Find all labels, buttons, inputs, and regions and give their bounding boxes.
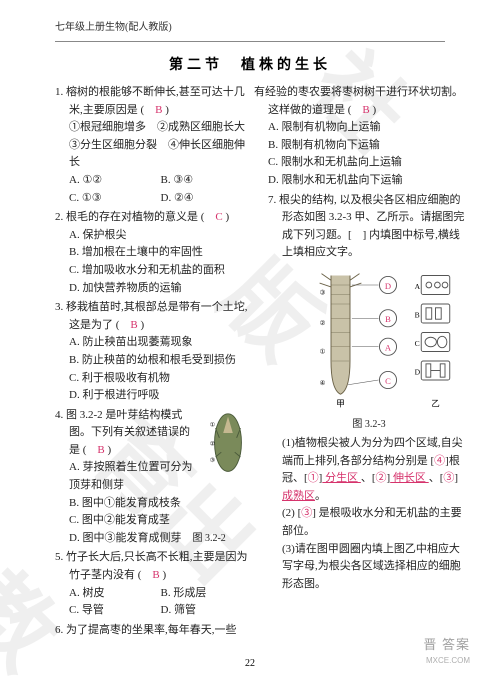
page-header: 七年级上册生物(配人教版) <box>0 0 500 39</box>
q6-stem-end: ) <box>370 104 376 116</box>
q5-stem-end: ) <box>160 569 166 581</box>
svg-text:①: ① <box>320 347 326 355</box>
q3-stem-end: ) <box>138 319 144 331</box>
q1-stem-end: ) <box>163 104 169 116</box>
q3-opt-b: B. 防止秧苗的幼根和根毛受到损伤 <box>55 352 252 370</box>
q7-stem: 7. 根尖的结构, 以及根尖各区相应细胞的形态如图 3.2-3 甲、乙所示。请据… <box>268 192 470 262</box>
question-7: 7. 根尖的结构, 以及根尖各区相应细胞的形态如图 3.2-3 甲、乙所示。请据… <box>268 192 470 594</box>
q6-opt-d: D. 限制水和无机盐向下运输 <box>268 172 470 190</box>
question-3: 3. 移栽植苗时,其根部总是带有一个土坨,这是为了 ( B ) A. 防止秧苗出… <box>55 299 252 405</box>
q2-stem-end: ) <box>223 211 229 223</box>
q1-cond1: ①根冠细胞增多 ②成熟区细胞长大 <box>55 119 252 137</box>
q1-opt-a: A. ①② <box>69 172 161 190</box>
q3-answer: B <box>130 319 137 331</box>
question-6-start: 6. 为了提高枣的坐果率,每年春天,一些 <box>55 622 252 640</box>
q7-sub1: (1)植物根尖被人为分为四个区域,自尖端而上排列,各部分结构分别是 [④]根冠、… <box>268 435 470 505</box>
q5-opt-b: B. 形成层 <box>161 585 253 603</box>
svg-text:C: C <box>415 339 420 348</box>
brand-url: MXCE.COM <box>426 656 470 665</box>
svg-text:①: ① <box>210 421 215 428</box>
svg-text:B: B <box>415 310 420 319</box>
header-underline <box>55 41 445 42</box>
q2-stem: 2. 根毛的存在对植物的意义是 ( <box>55 211 215 223</box>
fig-3-2-2-caption: 图 3.2-2 <box>192 533 225 544</box>
q1-stem: 1. 榕树的根能够不断伸长,甚至可达十几米,主要原因是 ( <box>55 86 245 116</box>
q4-answer: B <box>97 444 104 456</box>
svg-text:B: B <box>385 314 391 324</box>
question-2: 2. 根毛的存在对植物的意义是 ( C ) A. 保护根尖 B. 增加根在土壤中… <box>55 209 252 297</box>
column-right: 有经验的枣农要将枣树树干进行环状切割。这样做的道理是 ( B ) A. 限制有机… <box>260 84 470 641</box>
q3-opt-d: D. 利于根进行呼吸 <box>55 387 252 405</box>
q5-opt-d: D. 筛管 <box>161 602 253 620</box>
q5-opt-a: A. 树皮 <box>69 585 161 603</box>
svg-text:②: ② <box>320 319 326 327</box>
column-left: 1. 榕树的根能够不断伸长,甚至可达十几米,主要原因是 ( B ) ①根冠细胞增… <box>55 84 260 641</box>
svg-text:③: ③ <box>210 456 215 463</box>
q6-opt-c: C. 限制水和无机盐向上运输 <box>268 154 470 172</box>
q4-opt-b: B. 图中①能发育成枝条 <box>55 495 252 513</box>
page-number: 22 <box>0 658 500 669</box>
q2-answer: C <box>215 211 222 223</box>
q4-stem: 4. 图 3.2-2 是叶芽结构模式图。下列有关叙述错误的是 ( <box>55 409 190 456</box>
q3-opt-a: A. 防止秧苗出现萎蔫现象 <box>55 334 252 352</box>
q4-opt-c: C. 图中②能发育成茎 <box>55 512 252 530</box>
q1-cond2: ③分生区细胞分裂 ④伸长区细胞伸长 <box>55 137 252 172</box>
svg-text:④: ④ <box>320 379 326 387</box>
q3-stem: 3. 移栽植苗时,其根部总是带有一个土坨,这是为了 ( <box>55 301 248 331</box>
q2-opt-a: A. 保护根尖 <box>55 227 252 245</box>
q6-answer: B <box>362 104 369 116</box>
svg-text:甲: 甲 <box>336 399 345 409</box>
q2-opt-d: D. 加快营养物质的运输 <box>55 280 252 298</box>
q4-opt-d: D. 图中③能发育成侧芽 <box>69 532 181 544</box>
fig-3-2-3-caption: 图 3.2-3 <box>274 417 464 433</box>
svg-text:A: A <box>385 342 392 352</box>
q7-sub3: (3)请在图甲圆圈内填上图乙中相应大写字母,为根尖各区域选择相应的细胞形态图。 <box>268 541 470 594</box>
q3-opt-c: C. 利于根吸收有机物 <box>55 370 252 388</box>
question-6-cont: 有经验的枣农要将枣树树干进行环状切割。这样做的道理是 ( B ) A. 限制有机… <box>268 84 470 190</box>
q7-sub2: (2) [③] 是根吸收水分和无机盐的主要部位。 <box>268 505 470 540</box>
q6-opt-b: B. 限制有机物向下运输 <box>268 137 470 155</box>
svg-text:D: D <box>385 281 391 291</box>
svg-text:③: ③ <box>320 288 326 296</box>
question-4: ① ② ③ 4. 图 3.2-2 是叶芽结构模式图。下列有关叙述错误的是 ( B… <box>55 407 252 548</box>
svg-text:D: D <box>415 367 421 376</box>
q5-answer: B <box>152 569 159 581</box>
q5-opt-c: C. 导管 <box>69 602 161 620</box>
figure-3-2-2: ① ② ③ <box>204 409 252 483</box>
q2-opt-c: C. 增加吸收水分和无机盐的面积 <box>55 262 252 280</box>
q1-answer: B <box>155 104 162 116</box>
svg-text:乙: 乙 <box>431 399 440 409</box>
question-1: 1. 榕树的根能够不断伸长,甚至可达十几米,主要原因是 ( B ) ①根冠细胞增… <box>55 84 252 207</box>
q6-opt-a: A. 限制有机物向上运输 <box>268 119 470 137</box>
section-title: 第二节 植株的生长 <box>0 54 500 74</box>
svg-text:A: A <box>415 282 421 291</box>
q2-opt-b: B. 增加根在土壤中的牢固性 <box>55 244 252 262</box>
q1-opt-d: D. ②④ <box>161 190 253 208</box>
svg-text:C: C <box>385 376 391 386</box>
svg-text:②: ② <box>210 440 215 447</box>
q4-stem-end: ) <box>105 444 111 456</box>
q1-opt-b: B. ③④ <box>161 172 253 190</box>
q6-stem: 有经验的枣农要将枣树树干进行环状切割。这样做的道理是 ( <box>254 86 463 116</box>
figure-3-2-3: ③ ② ① ④ D B A C 甲 <box>274 266 464 433</box>
q1-opt-c: C. ①③ <box>69 190 161 208</box>
content-columns: 1. 榕树的根能够不断伸长,甚至可达十几米,主要原因是 ( B ) ①根冠细胞增… <box>0 84 500 641</box>
brand-watermark: 晋 答案 <box>423 634 470 653</box>
question-5: 5. 竹子长大后,只长高不长粗,主要是因为竹子茎内没有 ( B ) A. 树皮 … <box>55 549 252 619</box>
